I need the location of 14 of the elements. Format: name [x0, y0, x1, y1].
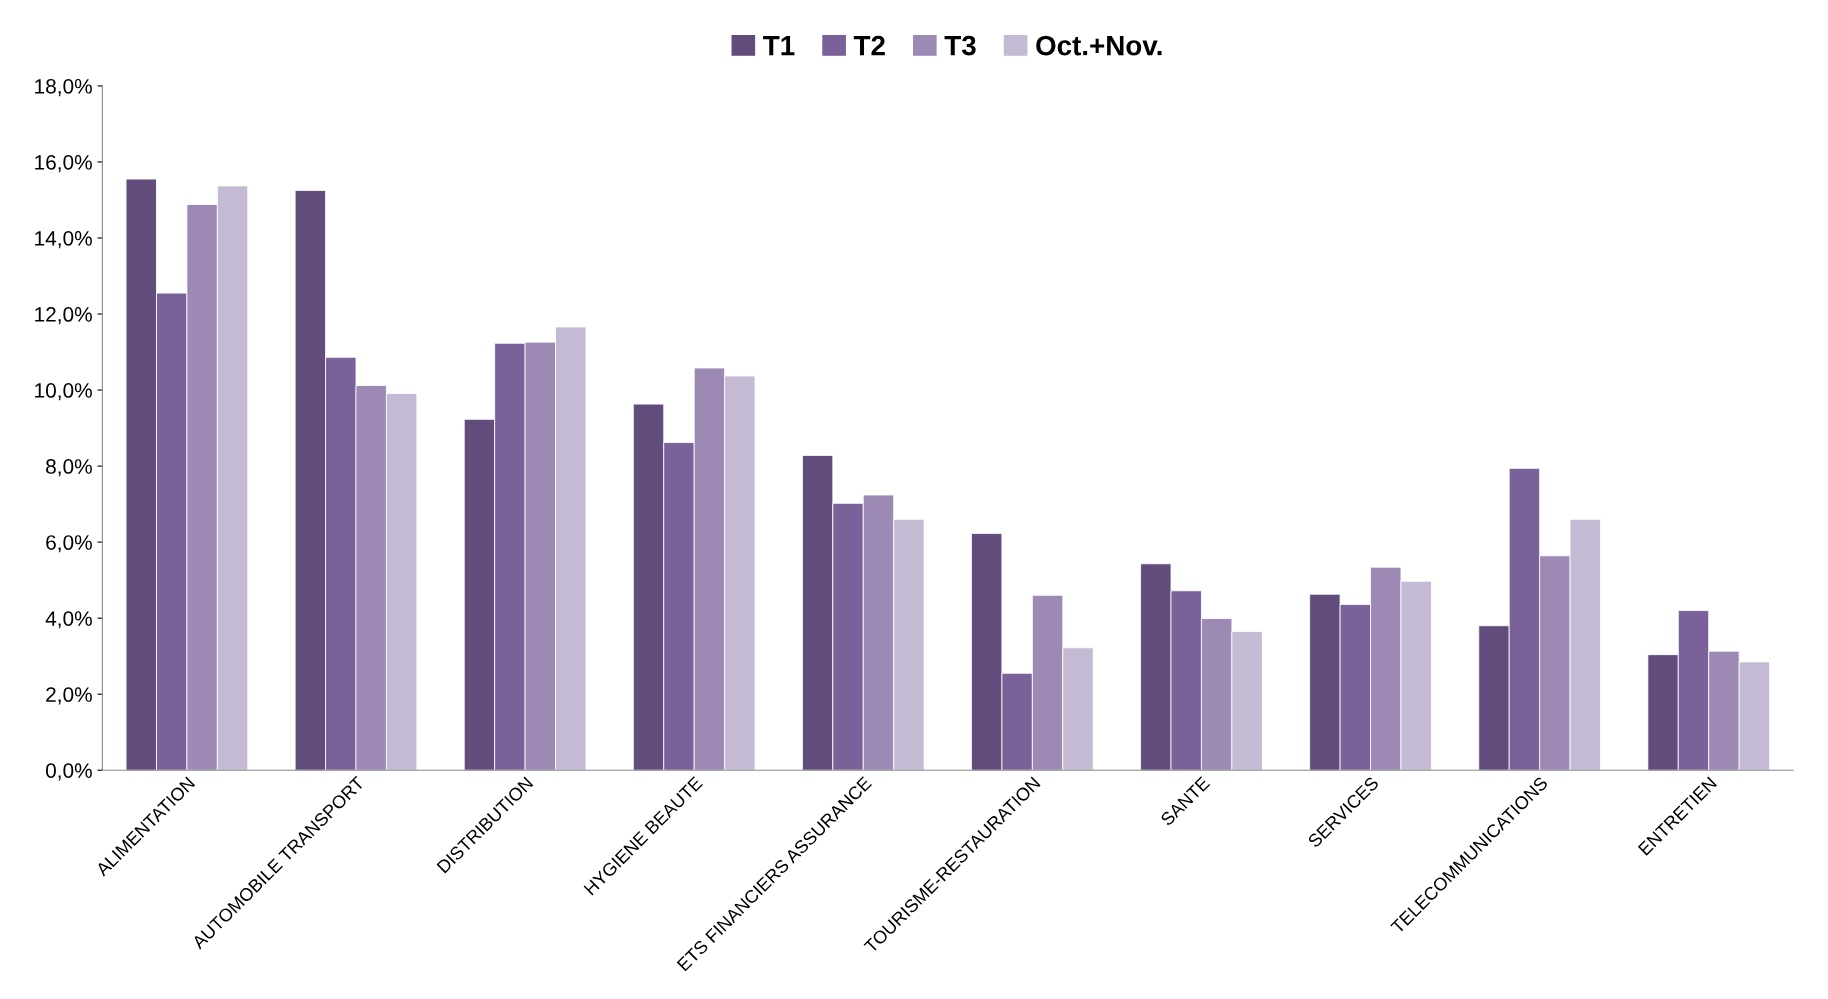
y-tick-label: 16,0%	[35, 154, 92, 173]
legend-label: T3	[944, 35, 976, 56]
legend-label: Oct.+Nov.	[1036, 35, 1162, 56]
y-tick-label: 8,0%	[46, 459, 92, 477]
y-tick-label: 10,0%	[35, 383, 92, 401]
y-tick-label: 4,0%	[45, 611, 92, 629]
y-tick-label: 6,0%	[46, 535, 92, 553]
y-tick-label: 2,0%	[46, 687, 92, 705]
legend-label: T1	[763, 36, 795, 56]
y-tick-label: 18,0%	[35, 78, 92, 97]
y-tick-label: 12,0%	[35, 307, 92, 325]
y-tick-label: 14,0%	[35, 230, 92, 249]
legend-label: T2	[853, 35, 885, 56]
y-tick-label: 0,0%	[45, 763, 92, 781]
